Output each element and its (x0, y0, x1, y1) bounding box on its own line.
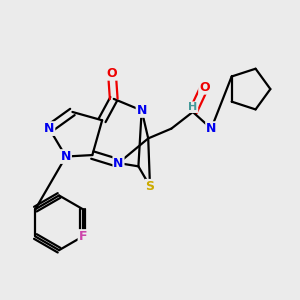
Text: O: O (106, 67, 117, 80)
Text: O: O (199, 81, 210, 94)
Text: F: F (79, 230, 87, 243)
Text: N: N (206, 122, 216, 135)
Text: N: N (44, 122, 54, 135)
Text: N: N (113, 157, 124, 169)
Text: S: S (146, 180, 154, 193)
Text: N: N (61, 150, 71, 163)
Text: N: N (136, 104, 147, 117)
Text: H: H (188, 102, 197, 112)
